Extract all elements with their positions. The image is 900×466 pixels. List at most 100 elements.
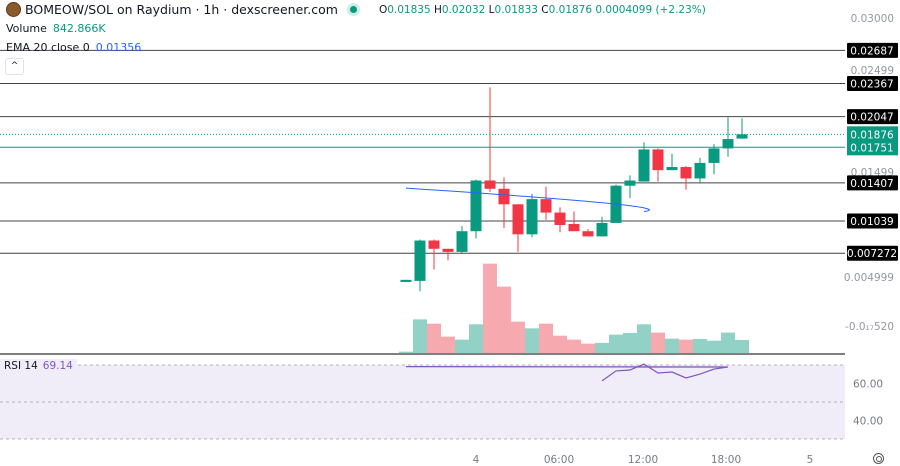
price-tag xyxy=(847,245,898,261)
ema-line xyxy=(405,187,650,213)
price-tag xyxy=(847,213,898,229)
time-axis: 4 06:00 12:00 18:00 5 xyxy=(473,454,814,466)
volume-bar xyxy=(693,338,707,353)
current-price-label: 0.01876 xyxy=(850,129,894,141)
chart-title: BOMEOW/SOL on Raydium · 1h · dexscreener… xyxy=(25,2,338,17)
ema-label: EMA 20 close 0 xyxy=(6,41,90,54)
close-label: C xyxy=(541,3,549,16)
volume-label: Volume xyxy=(6,22,47,35)
volume-bar xyxy=(595,342,609,353)
price-tag xyxy=(847,76,898,92)
rsi-legend[interactable]: RSI 14 69.14 xyxy=(0,359,77,374)
candle-body xyxy=(498,188,510,205)
candle-body xyxy=(638,149,650,182)
live-status-icon xyxy=(349,6,357,13)
price-tick-label: 0.004999 xyxy=(844,272,894,284)
volume-bar xyxy=(483,263,497,353)
time-tick-label: 4 xyxy=(473,454,480,466)
rsi-label: RSI 14 xyxy=(4,360,38,372)
volume-bar xyxy=(707,340,721,353)
candle-body xyxy=(666,167,678,171)
time-tick-label: 12:00 xyxy=(628,454,658,466)
volume-bar xyxy=(511,321,525,353)
candle-body xyxy=(484,180,496,189)
ohlc-values: O0.01835 H0.02032 L0.01833 C0.01876 0.00… xyxy=(379,4,706,16)
volume-bar xyxy=(427,323,441,353)
open-label: O xyxy=(378,3,388,16)
volume-bar xyxy=(721,332,735,353)
price-tag xyxy=(847,175,898,191)
price-tick-label: 0.03000 xyxy=(851,13,894,25)
candle-body xyxy=(596,222,608,237)
volume-bar xyxy=(735,339,749,353)
volume-value: 842.866K xyxy=(52,22,106,35)
chevron-up-icon[interactable]: ^ xyxy=(5,58,24,75)
candle-body xyxy=(582,231,594,237)
candle-body xyxy=(414,240,426,281)
low-value: 0.01833 xyxy=(494,3,538,16)
candle-body xyxy=(442,248,454,252)
volume-bar xyxy=(525,328,539,353)
volume-bar xyxy=(413,319,427,353)
ema-legend[interactable]: EMA 20 close 0 0.01356 xyxy=(6,41,141,54)
high-value: 0.02032 xyxy=(441,3,486,16)
low-label: L xyxy=(488,3,495,16)
price-tick-label: -0.0₁₇520 xyxy=(845,321,894,333)
token-logo-icon xyxy=(6,2,21,17)
candle-body xyxy=(526,199,538,235)
candle-body xyxy=(428,240,440,249)
candle-body xyxy=(624,180,636,186)
price-tick-label: 0.02499 xyxy=(851,65,894,77)
volume-bar xyxy=(553,335,567,353)
volume-bar xyxy=(399,351,413,353)
price-tags: 0.02687 0.02367 0.02047 0.01407 0.01039 0.007… xyxy=(847,42,898,261)
high-label: H xyxy=(433,3,442,16)
candle-body xyxy=(568,223,580,232)
candle-body xyxy=(456,231,468,252)
volume-bar xyxy=(665,338,679,353)
volume-bar xyxy=(581,343,595,353)
price-tag xyxy=(847,42,898,58)
price-tag xyxy=(847,109,898,125)
candle-body xyxy=(694,162,706,179)
volume-bar xyxy=(567,339,581,353)
close-value: 0.01876 xyxy=(548,3,593,16)
volume-bar xyxy=(609,334,623,353)
candle-body xyxy=(736,134,748,139)
rsi-axis: 60.00 40.00 xyxy=(853,379,883,428)
volume-legend[interactable]: Volume 842.866K xyxy=(6,22,106,35)
volume-bar xyxy=(497,286,511,353)
time-tick-label: 06:00 xyxy=(544,454,574,466)
candle-body xyxy=(554,212,566,225)
volume-bar xyxy=(539,323,553,353)
price-tag-label: 0.01407 xyxy=(850,178,893,190)
candle-body xyxy=(722,139,734,149)
rsi-line xyxy=(405,363,729,382)
rsi-tick-label: 60.00 xyxy=(853,379,883,391)
rsi-grid xyxy=(0,364,845,440)
time-tick-label: 18:00 xyxy=(711,454,741,466)
price-tag-label: 0.02367 xyxy=(850,79,893,91)
candle-body xyxy=(540,199,552,213)
volume-bar xyxy=(455,339,469,353)
rsi-tick-label: 40.00 xyxy=(853,416,883,428)
open-value: 0.01835 xyxy=(387,3,431,16)
current-price-tag xyxy=(847,126,898,156)
price-tag-label: 0.02687 xyxy=(850,45,893,57)
volume-bar xyxy=(623,332,637,353)
settings-icon[interactable] xyxy=(873,453,884,464)
volume-bar xyxy=(469,324,483,353)
candle-body xyxy=(652,149,664,171)
price-tag-label: 0.01039 xyxy=(850,216,893,228)
candle-body xyxy=(470,180,482,232)
rsi-value: 69.14 xyxy=(42,360,73,372)
ema-value: 0.01356 xyxy=(95,41,142,54)
candle-body xyxy=(400,279,412,282)
price-tag-label: 0.02047 xyxy=(850,112,893,124)
candle-body xyxy=(680,167,692,179)
volume-bar xyxy=(441,336,455,353)
price-tag-label: 0.007272 xyxy=(847,248,897,260)
teal-price-label: 0.01751 xyxy=(850,142,893,154)
